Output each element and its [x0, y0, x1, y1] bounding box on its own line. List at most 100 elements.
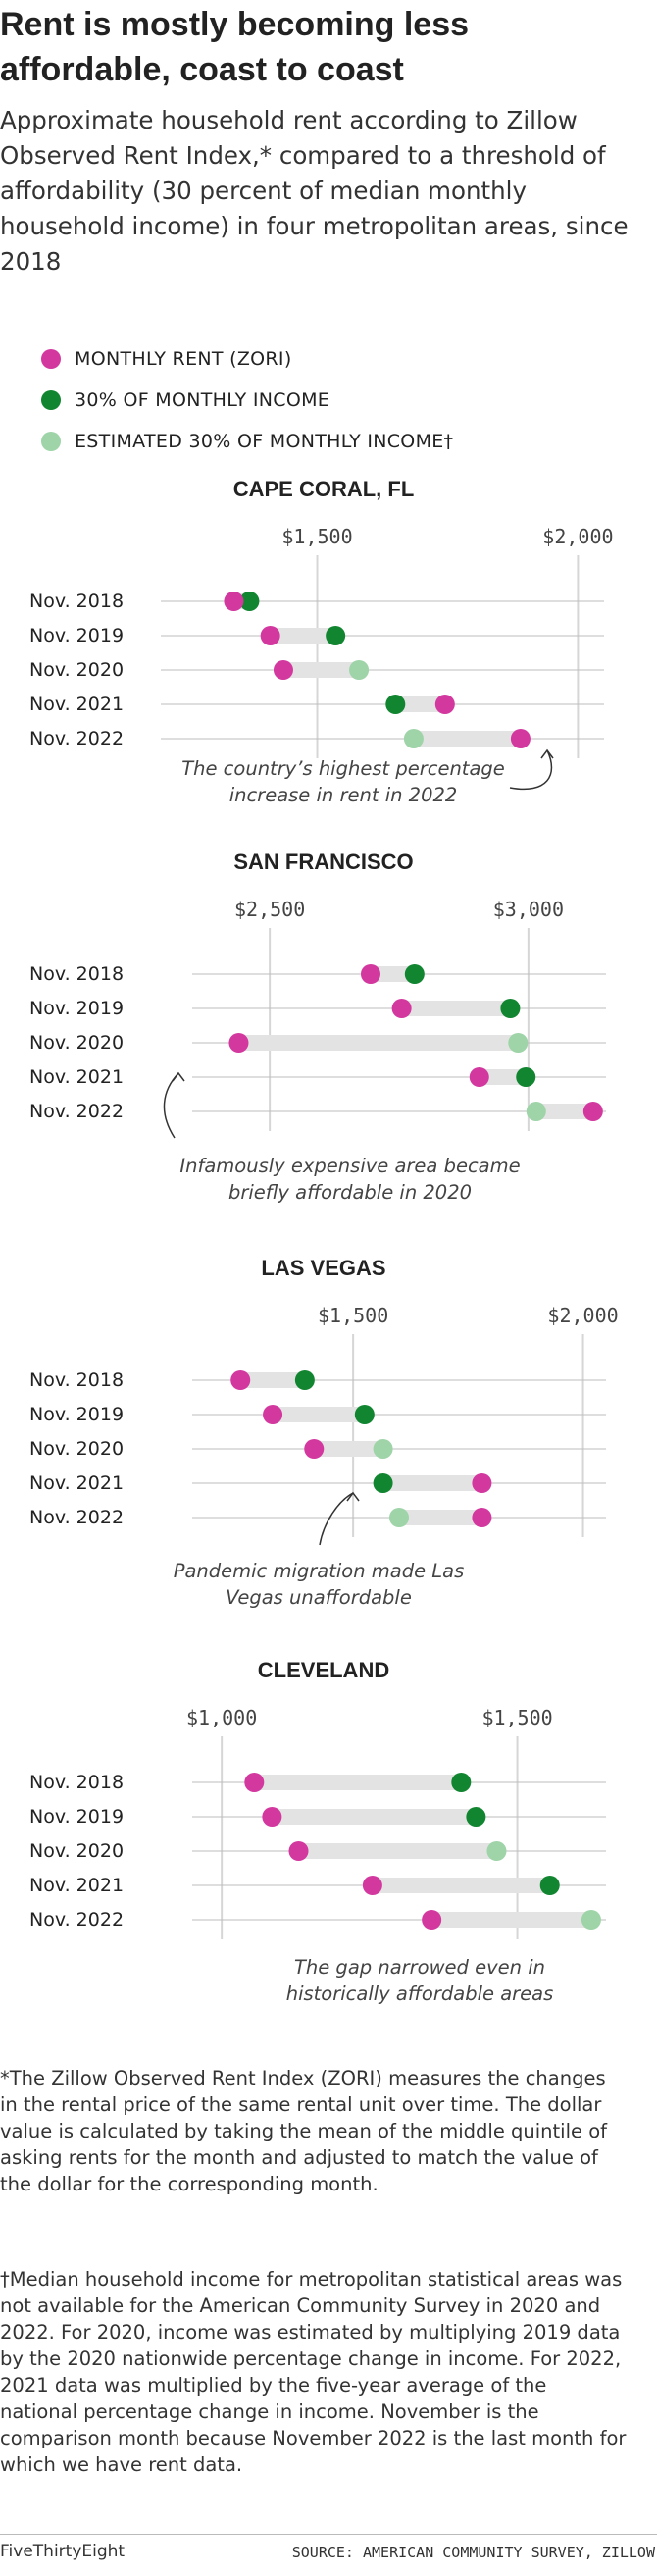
estimated-income-point — [526, 1102, 546, 1121]
rent-point — [391, 999, 412, 1018]
rent-point — [263, 1405, 283, 1424]
legend: MONTHLY RENT (ZORI) 30% OF MONTHLY INCOM… — [41, 338, 649, 462]
gap-bar — [395, 696, 445, 712]
arrow-head-icon — [172, 1071, 185, 1082]
row-label: Nov. 2021 — [29, 1066, 124, 1088]
annotation-text: historically affordable areas — [286, 1983, 554, 2005]
rent-point — [273, 660, 293, 680]
tick-label: $1,000 — [186, 1706, 257, 1729]
estimated-income-point — [486, 1841, 507, 1861]
rent-point — [288, 1841, 309, 1861]
row-label: Nov. 2018 — [29, 963, 124, 985]
rent-point — [362, 1876, 382, 1895]
income-point — [294, 1370, 315, 1390]
tick-label: $3,000 — [493, 898, 564, 921]
rent-point — [360, 964, 380, 984]
gap-bar — [370, 966, 415, 982]
annotation-arrow — [319, 1492, 354, 1546]
chart-cape-coral-fl: CAPE CORAL, FL $1,500 $2,000 Nov. 2018 Nov. … — [29, 477, 614, 806]
gap-bar — [273, 1407, 365, 1422]
tick-label: $2,500 — [234, 898, 305, 921]
estimated-income-point — [403, 729, 424, 748]
legend-rent-dot-icon — [41, 349, 61, 369]
estimated-income-point — [508, 1033, 529, 1053]
rent-point — [469, 1067, 489, 1087]
gap-bar — [270, 628, 336, 644]
legend-item-rent: MONTHLY RENT (ZORI) — [41, 338, 649, 380]
gap-bar — [535, 1104, 593, 1119]
legend-item-income: 30% OF MONTHLY INCOME — [41, 380, 649, 421]
tick-label: $2,000 — [542, 525, 613, 548]
chart-title: CAPE CORAL, FL — [233, 477, 415, 501]
chart-san-francisco: SAN FRANCISCO $2,500 $3,000 Nov. 2018 Nov. 2… — [29, 850, 606, 1204]
estimated-income-point — [581, 1910, 601, 1930]
tick-label: $1,500 — [318, 1304, 388, 1327]
gap-bar — [240, 1372, 305, 1388]
row-label: Nov. 2018 — [29, 1369, 124, 1391]
rent-point — [228, 1033, 249, 1053]
row-label: Nov. 2022 — [29, 728, 124, 749]
rent-point — [304, 1439, 325, 1459]
row-label: Nov. 2019 — [29, 998, 124, 1019]
rent-point — [472, 1508, 492, 1527]
annotation-text: Vegas unaffordable — [226, 1586, 412, 1609]
legend-label-estimated: ESTIMATED 30% OF MONTHLY INCOME† — [75, 431, 454, 452]
row-label: Nov. 2020 — [29, 1032, 124, 1054]
rent-point — [434, 695, 455, 714]
legend-item-estimated: ESTIMATED 30% OF MONTHLY INCOME† — [41, 421, 649, 462]
rent-point — [260, 626, 280, 645]
rent-point — [422, 1910, 442, 1930]
estimated-income-point — [373, 1439, 393, 1459]
income-point — [539, 1876, 560, 1895]
arrow-head-icon — [540, 748, 554, 759]
legend-income-dot-icon — [41, 390, 61, 410]
legend-label-income: 30% OF MONTHLY INCOME — [75, 389, 330, 411]
rent-point — [230, 1370, 251, 1390]
row-label: Nov. 2022 — [29, 1507, 124, 1528]
gap-bar — [431, 1912, 591, 1928]
row-label: Nov. 2018 — [29, 1772, 124, 1793]
charts-svg: CAPE CORAL, FL $1,500 $2,000 Nov. 2018 Nov. … — [29, 477, 619, 2005]
rent-point — [472, 1473, 492, 1493]
row-label: Nov. 2019 — [29, 625, 124, 646]
row-label: Nov. 2019 — [29, 1404, 124, 1425]
row-label: Nov. 2022 — [29, 1101, 124, 1122]
tick-label: $2,000 — [547, 1304, 618, 1327]
annotation-text: briefly affordable in 2020 — [228, 1181, 472, 1204]
row-label: Nov. 2018 — [29, 591, 124, 612]
footer-brand: FiveThirtyEight — [0, 2542, 126, 2561]
gap-bar — [272, 1809, 477, 1825]
row-label: Nov. 2019 — [29, 1806, 124, 1828]
chart-cleveland: CLEVELAND $1,000 $1,500 Nov. 2018 Nov. 2019 N… — [29, 1658, 606, 2005]
tick-label: $1,500 — [481, 1706, 552, 1729]
rent-point — [244, 1773, 265, 1792]
income-point — [466, 1807, 486, 1827]
rent-point — [224, 592, 244, 611]
annotation-text: The gap narrowed even in — [294, 1956, 545, 1979]
legend-label-rent: MONTHLY RENT (ZORI) — [75, 348, 292, 370]
page-title: Rent is mostly becoming less affordable,… — [0, 6, 470, 88]
legend-estimated-dot-icon — [41, 432, 61, 451]
row-label: Nov. 2020 — [29, 659, 124, 681]
gap-bar — [254, 1775, 462, 1790]
gap-bar — [238, 1035, 519, 1051]
gap-bar — [382, 1475, 482, 1491]
income-point — [385, 695, 406, 714]
row-label: Nov. 2022 — [29, 1909, 124, 1931]
income-point — [354, 1405, 375, 1424]
arrow-head-icon — [346, 1491, 360, 1502]
rent-point — [582, 1102, 603, 1121]
chart-las-vegas: LAS VEGAS $1,500 $2,000 Nov. 2018 Nov. 2019 N… — [29, 1256, 619, 1609]
annotation-arrow — [509, 749, 553, 791]
annotation-arrow — [163, 1072, 179, 1139]
income-point — [373, 1473, 393, 1493]
income-point — [500, 999, 521, 1018]
income-point — [326, 626, 346, 645]
gap-bar — [399, 1510, 482, 1525]
rent-point — [510, 729, 531, 748]
gap-bar — [298, 1843, 497, 1859]
income-point — [516, 1067, 536, 1087]
footnote-income: †Median household income for metropolita… — [0, 2268, 627, 2476]
tick-label: $1,500 — [281, 525, 352, 548]
gap-bar — [479, 1069, 527, 1085]
